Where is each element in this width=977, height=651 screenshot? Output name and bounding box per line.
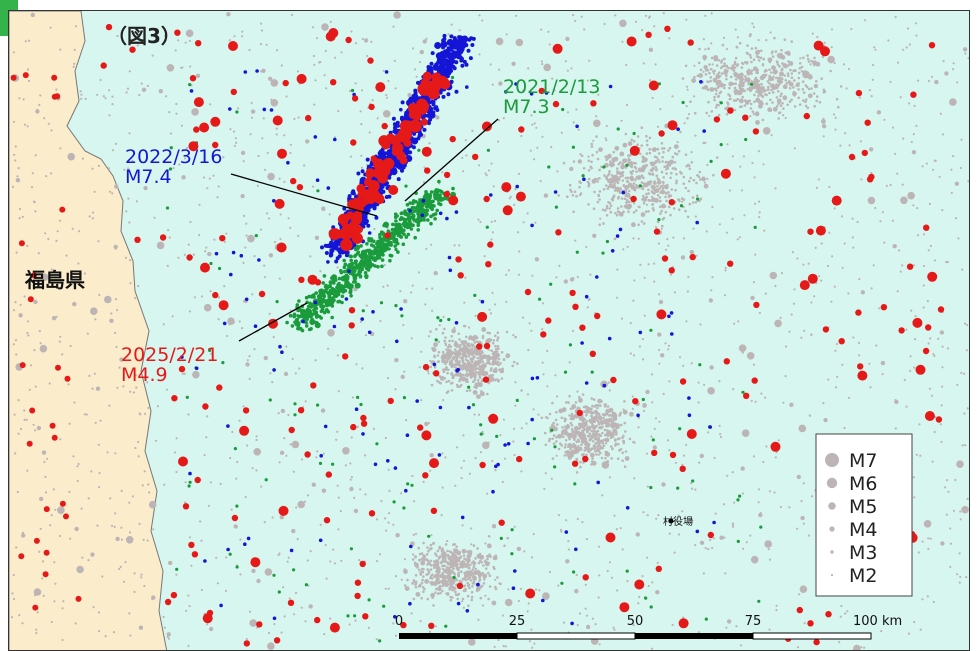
- map-frame: （図3） 福島県 2021/2/13 M7.3 2022/3/16 M7.4 2…: [8, 10, 970, 651]
- event-2025-date: 2025/2/21: [121, 344, 218, 366]
- scale-tick-100km: 100 km: [853, 614, 902, 629]
- village-office-marker: [668, 518, 674, 524]
- event-2021-magnitude: M7.3: [503, 96, 550, 118]
- event-2021-date: 2021/2/13: [503, 76, 600, 98]
- scale-segment-2: [516, 632, 636, 640]
- scale-tick-75: 75: [745, 614, 762, 629]
- leader-line-2022: [230, 173, 378, 217]
- prefecture-label: 福島県: [24, 268, 85, 292]
- village-office-label: 村役場: [663, 515, 693, 528]
- scale-tick-25: 25: [509, 614, 526, 629]
- magnitude-legend: M7 M6 M5 M4 M3 M2: [815, 433, 913, 597]
- legend-label-m7: M7: [849, 450, 877, 472]
- event-2025-magnitude: M4.9: [121, 364, 168, 386]
- leader-line-2021: [404, 118, 499, 202]
- leader-line-2025: [238, 302, 308, 342]
- land-fukushima: [9, 11, 168, 650]
- legend-symbol-m4: [829, 526, 835, 532]
- scale-tick-50: 50: [627, 614, 644, 629]
- event-2022-date: 2022/3/16: [125, 146, 222, 168]
- event-2022-magnitude: M7.4: [125, 166, 172, 188]
- legend-label-m4: M4: [849, 519, 877, 541]
- series-2025-dots: [10, 23, 945, 647]
- seismicity-map: （図3） 福島県 2021/2/13 M7.3 2022/3/16 M7.4 2…: [9, 11, 969, 650]
- scale-segment-3: [635, 633, 753, 639]
- legend-symbol-m7: [825, 453, 839, 467]
- legend-symbol-m5: [828, 502, 836, 510]
- legend-label-m5: M5: [849, 496, 877, 518]
- legend-symbol-m2: [830, 573, 834, 577]
- scale-tick-0: 0: [395, 614, 403, 629]
- legend-label-m3: M3: [849, 542, 877, 564]
- legend-label-m6: M6: [849, 473, 877, 495]
- legend-symbol-m6: [826, 477, 838, 489]
- scale-segment-4: [752, 632, 872, 640]
- legend-label-m2: M2: [849, 565, 877, 587]
- scale-segment-1: [399, 633, 517, 639]
- legend-symbol-m3: [830, 550, 834, 554]
- figure-label: （図3）: [107, 24, 181, 48]
- scale-bar: 0 25 50 75 100 km: [395, 614, 902, 640]
